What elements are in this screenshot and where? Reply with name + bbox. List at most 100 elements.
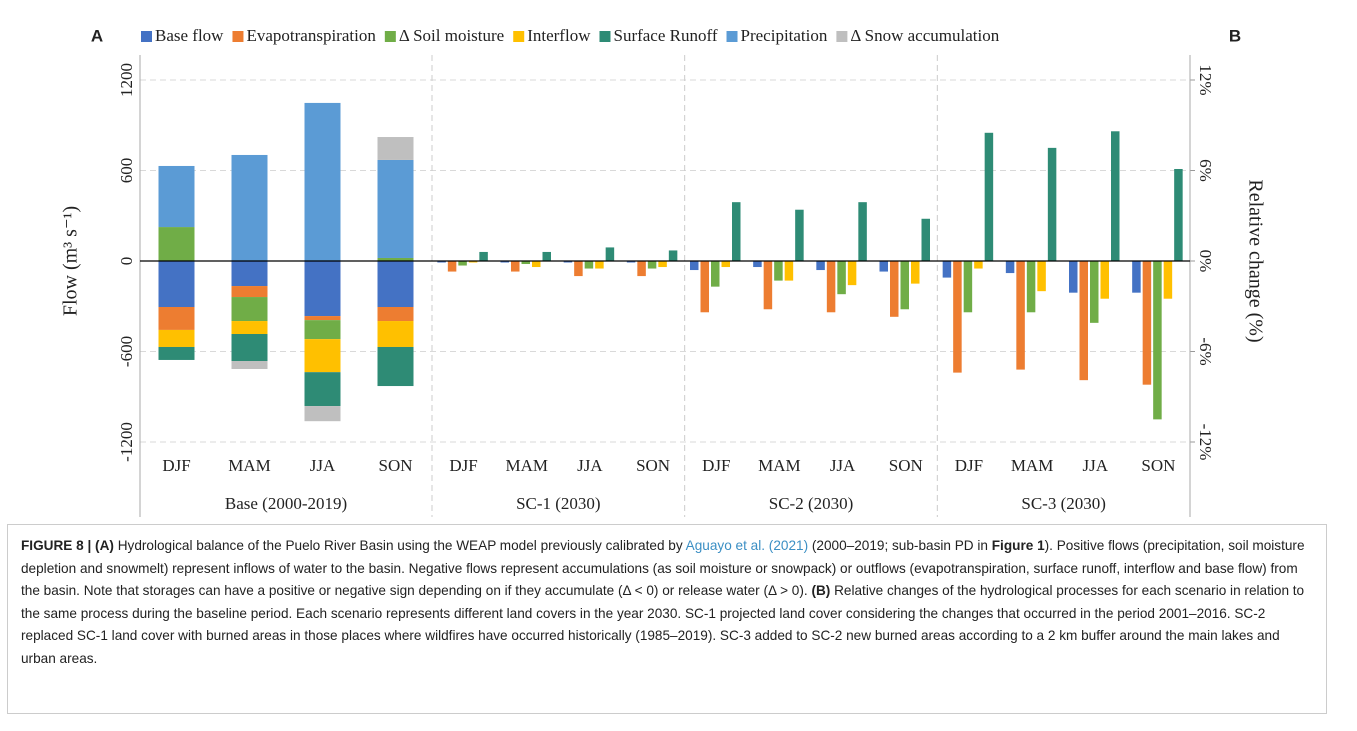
bar	[647, 261, 657, 269]
bar	[732, 202, 741, 261]
bar-segment	[377, 261, 414, 308]
bar-segment	[304, 261, 341, 317]
x-tick-label: MAM	[228, 456, 271, 475]
y2-axis-title: Relative change (%)	[1244, 179, 1266, 342]
x-tick-label: SON	[378, 456, 412, 475]
legend-swatch	[836, 31, 848, 42]
bar-segment	[377, 137, 414, 160]
bar	[447, 261, 457, 272]
group-label: SC-2 (2030)	[769, 494, 854, 513]
legend-label: Evapotranspiration	[246, 26, 376, 45]
legend-label: Precipitation	[741, 26, 828, 45]
bar-segment	[231, 297, 268, 322]
group-label: SC-1 (2030)	[516, 494, 601, 513]
bar-segment	[304, 316, 341, 321]
bar	[837, 261, 846, 295]
bar-segment	[304, 102, 341, 261]
bar	[1132, 261, 1141, 293]
bar-segment	[231, 261, 268, 287]
legend-label: Surface Runoff	[613, 26, 717, 45]
caption-run: FIGURE 8 | (A)	[21, 538, 114, 553]
x-tick-label: SON	[889, 456, 923, 475]
bar	[774, 261, 783, 281]
bar	[1153, 261, 1162, 420]
bar	[658, 261, 667, 268]
x-tick-label: DJF	[955, 456, 983, 475]
bar	[1090, 261, 1099, 323]
bar	[668, 250, 678, 261]
panel-label: B	[1229, 26, 1241, 45]
bar	[974, 261, 983, 269]
bar	[532, 261, 541, 268]
bar	[1037, 261, 1046, 292]
y-axis-title: Flow (m³ s⁻¹)	[60, 206, 82, 316]
y2-tick-label: 0%	[1196, 250, 1215, 273]
bar	[847, 261, 857, 286]
bar	[879, 261, 888, 272]
bar	[721, 261, 730, 268]
caption-run: Figure 1	[991, 538, 1045, 553]
bar	[1005, 261, 1015, 274]
caption-run: ). Positive flows (precipitation, soil m…	[21, 538, 1305, 599]
bar	[584, 261, 594, 269]
y-tick-label: -1200	[117, 422, 136, 462]
bar	[953, 261, 962, 373]
x-tick-label: SON	[1141, 456, 1175, 475]
bar	[753, 261, 762, 268]
bar	[826, 261, 836, 313]
x-tick-label: DJF	[162, 456, 190, 475]
x-tick-label: JJA	[830, 456, 856, 475]
bar	[1111, 131, 1120, 261]
bar-segment	[158, 329, 195, 347]
bar	[468, 261, 478, 263]
y-tick-label: -600	[117, 336, 136, 367]
legend-label: Interflow	[527, 26, 591, 45]
bar	[963, 261, 973, 313]
bar-segment	[231, 361, 268, 369]
bar-segment	[377, 257, 414, 261]
caption-run: Relative changes of the hydrological pro…	[21, 583, 1305, 666]
chart: -1200 -600 0 600 1200 -12% -6% 0% 6% 12% Flow (m³ …	[60, 26, 1266, 517]
bar-segment	[304, 339, 341, 373]
caption: FIGURE 8 | (A) Hydrological balance of t…	[7, 524, 1327, 714]
bar-segment	[158, 307, 195, 330]
bar-segment	[158, 346, 195, 360]
bar-segment	[377, 321, 414, 347]
bar-segment	[304, 372, 341, 407]
bar	[711, 261, 720, 287]
bar-segment	[377, 307, 414, 322]
bar	[1100, 261, 1109, 299]
bar	[563, 261, 573, 263]
bar	[784, 261, 794, 281]
y2-tick-label: 12%	[1196, 64, 1215, 95]
caption-run: Hydrological balance of the Puelo River …	[113, 538, 686, 553]
bar	[1016, 261, 1025, 370]
bar	[1026, 261, 1036, 313]
bar-segment	[304, 320, 341, 340]
bar	[605, 247, 615, 261]
bar-segment	[231, 334, 268, 362]
bar-segment	[304, 406, 341, 422]
legend-swatch	[599, 31, 611, 42]
x-tick-label: JJA	[577, 456, 603, 475]
bar	[984, 132, 994, 261]
group-label: SC-3 (2030)	[1021, 494, 1106, 513]
bar	[900, 261, 909, 310]
x-tick-label: MAM	[758, 456, 801, 475]
bar-segment	[231, 286, 268, 298]
bar	[437, 261, 446, 263]
legend-swatch	[513, 31, 525, 42]
panel-label: A	[91, 26, 103, 45]
y-tick-label: 0	[117, 257, 136, 266]
group-label: Base (2000-2019)	[225, 494, 347, 513]
legend-label: Base flow	[155, 26, 224, 45]
bar	[1047, 147, 1057, 261]
bar	[942, 261, 952, 278]
y-tick-label: 1200	[117, 63, 136, 97]
caption-run[interactable]: Aguayo et al. (2021)	[685, 538, 809, 553]
bar	[574, 261, 583, 277]
bar-segment	[377, 159, 414, 258]
x-tick-label: JJA	[310, 456, 336, 475]
y2-tick-label: 6%	[1196, 159, 1215, 182]
